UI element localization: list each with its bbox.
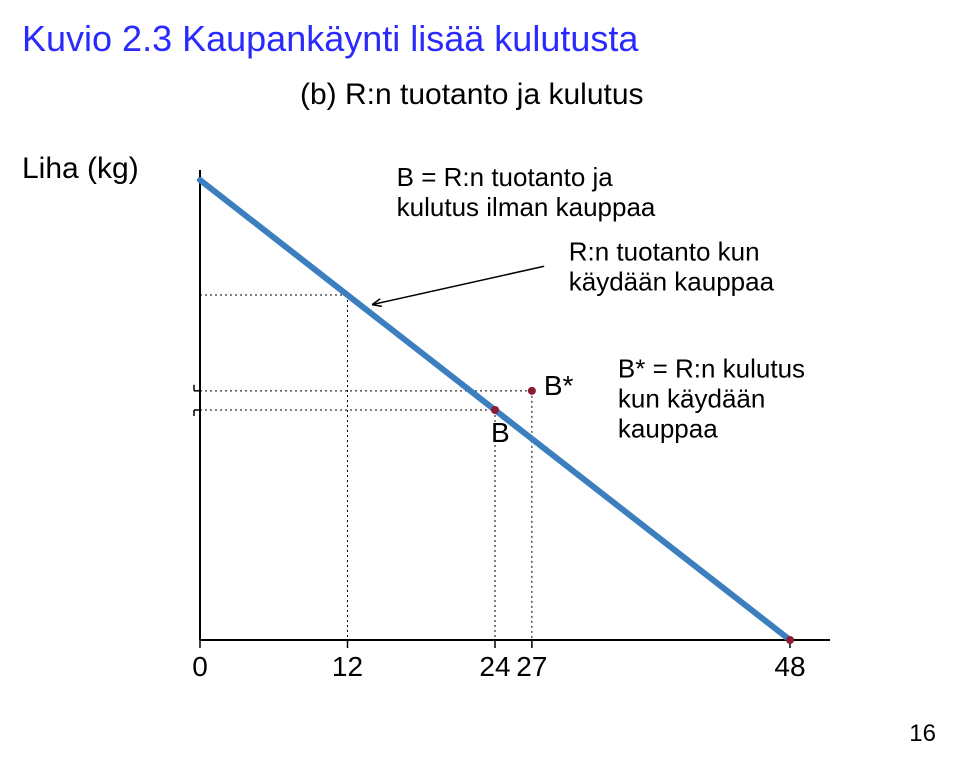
annotation-production-trade: R:n tuotanto kunkäydään kauppaa <box>569 237 775 297</box>
x-tick-label: 27 <box>516 651 547 682</box>
figure-title: Kuvio 2.3 Kaupankäynti lisää kulutusta <box>22 18 638 60</box>
x-tick-label: 12 <box>332 651 363 682</box>
point-b-label: B <box>491 417 510 448</box>
annotation-b-equals: B = R:n tuotanto jakulutus ilman kauppaa <box>397 162 656 222</box>
point-bstar <box>528 387 536 395</box>
point-b <box>491 406 499 414</box>
annotation-bstar: B* = R:n kulutuskun käydäänkauppaa <box>618 354 805 444</box>
figure-subtitle: (b) R:n tuotanto ja kulutus <box>300 78 644 112</box>
ppf-chart: 012242748Perunat (kg)12131824BB*B = R:n … <box>190 150 890 690</box>
point-end <box>786 636 794 644</box>
y-axis-label: Liha (kg) <box>22 152 139 186</box>
x-axis-label: Perunat (kg) <box>667 686 832 690</box>
x-tick-label: 24 <box>479 651 510 682</box>
page-number: 16 <box>909 720 936 748</box>
x-tick-label: 0 <box>192 651 208 682</box>
x-tick-label: 48 <box>774 651 805 682</box>
point-bstar-label: B* <box>544 370 574 401</box>
